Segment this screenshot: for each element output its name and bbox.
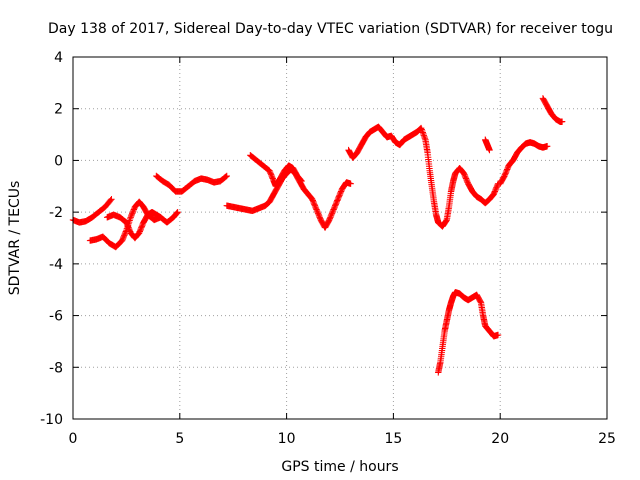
y-tick-label: -2 (49, 205, 63, 221)
y-tick-label: -6 (49, 309, 63, 325)
x-tick-label: 15 (384, 431, 402, 447)
data-point-marker (107, 196, 114, 204)
y-axis-label: SDTVAR / TECUs (7, 181, 23, 296)
y-tick-label: 0 (54, 153, 63, 169)
x-axis-label: GPS time / hours (281, 459, 398, 475)
data-point-marker (442, 218, 449, 225)
data-point-marker (494, 331, 502, 339)
data-segment (247, 152, 305, 190)
data-point-marker (297, 177, 305, 184)
data-segment (103, 208, 164, 242)
data-segment (223, 166, 354, 231)
x-tick-label: 5 (175, 431, 184, 447)
data-segment (435, 289, 502, 376)
data-point-marker (421, 133, 428, 141)
data-points (69, 95, 566, 376)
plot-frame (72, 56, 608, 420)
data-segment (539, 95, 566, 125)
data-point-marker (222, 173, 230, 180)
data-segment (345, 123, 502, 230)
data-point-marker (419, 127, 426, 135)
data-point-marker (173, 209, 181, 216)
data-point-marker (298, 177, 305, 185)
data-point-marker (173, 210, 180, 217)
data-point-marker (157, 214, 164, 221)
data-point-marker (418, 126, 425, 133)
data-point-marker (126, 217, 133, 224)
axis-ticks: 0 5 10 15 20 25 -10 -8 -6 -4 -2 0 2 4 (40, 50, 616, 447)
x-tick-label: 10 (278, 431, 296, 447)
data-point-marker (420, 132, 428, 139)
data-point-marker (174, 208, 181, 216)
data-point-marker (558, 118, 566, 125)
y-tick-label: 2 (54, 102, 63, 118)
data-point-marker (419, 129, 426, 136)
data-point-marker (486, 146, 493, 154)
data-point-marker (108, 196, 115, 203)
data-point-marker (417, 124, 425, 132)
data-segment (497, 139, 551, 187)
data-point-marker (297, 176, 304, 184)
data-segment (153, 172, 230, 195)
data-point-marker (221, 174, 229, 181)
data-point-marker (421, 135, 429, 142)
data-point-marker (223, 172, 230, 180)
x-tick-label: 0 (69, 431, 78, 447)
data-segment (86, 198, 181, 251)
data-point-marker (543, 143, 551, 150)
y-tick-label: -4 (49, 257, 63, 273)
y-tick-label: -10 (40, 412, 63, 428)
data-segment (69, 196, 115, 226)
data-point-marker (494, 181, 501, 189)
x-tick-label: 25 (598, 431, 616, 447)
grid-lines (73, 57, 607, 419)
data-point-marker (347, 180, 354, 187)
y-tick-label: -8 (49, 360, 63, 376)
data-point-marker (420, 130, 427, 138)
x-tick-label: 20 (491, 431, 509, 447)
y-tick-label: 4 (54, 50, 63, 66)
chart-title: Day 138 of 2017, Sidereal Day-to-day VTE… (48, 21, 613, 37)
data-segment (482, 136, 493, 154)
data-point-marker (126, 215, 134, 223)
